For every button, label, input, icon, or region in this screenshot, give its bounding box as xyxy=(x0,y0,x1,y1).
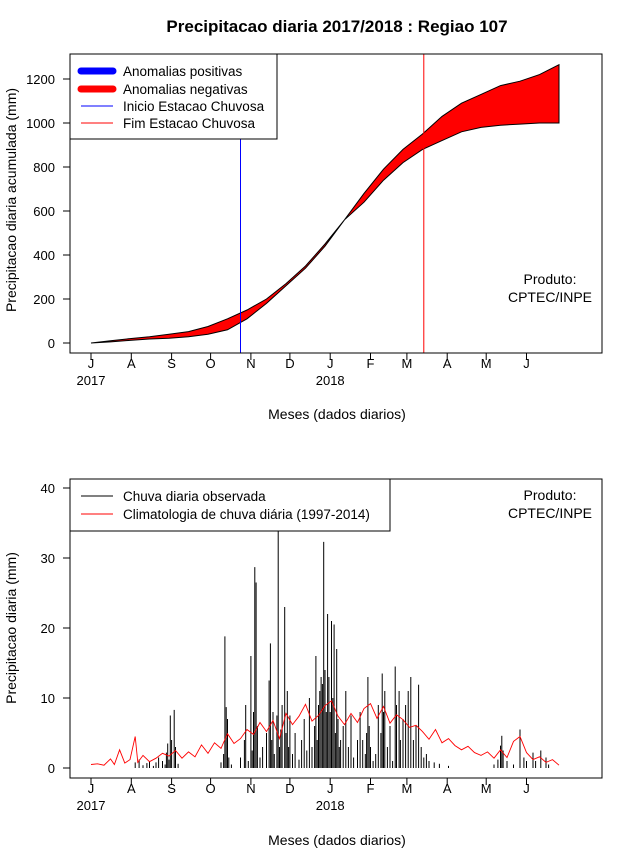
top-x-tick-label-10: M xyxy=(481,356,492,371)
bottom-x-tick-label-4: N xyxy=(246,781,255,796)
anomaly-band xyxy=(90,63,560,344)
y-axis-label-top: Precipitacao diaria acumulada (mm) xyxy=(3,88,19,312)
top-y-tick-label-6: 1200 xyxy=(26,72,55,87)
legend-top: Anomalias positivas Anomalias negativas … xyxy=(69,53,278,140)
top-y-tick-label-2: 400 xyxy=(33,248,55,263)
bottom-year-label-0: 2017 xyxy=(77,798,106,813)
observed-bars xyxy=(134,531,550,768)
bottom-x-tick-label-11: J xyxy=(523,781,530,796)
top-x-tick-label-4: N xyxy=(246,356,255,371)
bottom-y-tick-label-3: 30 xyxy=(41,551,55,566)
top-x-tick-label-8: M xyxy=(401,356,412,371)
bottom-x-tick-label-2: S xyxy=(167,781,176,796)
x-axis-top: J A S O N D J F M A M J 2017 2018 xyxy=(77,352,530,388)
credit-line-1-bottom: Produto: xyxy=(524,487,577,503)
top-y-tick-label-3: 600 xyxy=(33,204,55,219)
bottom-x-tick-label-0: J xyxy=(88,781,95,796)
x-axis-bottom: J A S O N D J F M A M J 2017 2018 xyxy=(77,777,530,813)
top-y-tick-label-4: 800 xyxy=(33,160,55,175)
top-y-tick-label-1: 200 xyxy=(33,292,55,307)
bottom-x-tick-label-5: D xyxy=(285,781,294,796)
chart-title: Precipitacao diaria 2017/2018 : Regiao 1… xyxy=(166,17,507,36)
accumulated-panel: 0 200 400 600 800 1000 1200 J A S O N D J F M A M J 2017 20… xyxy=(3,53,603,422)
bottom-x-tick-label-10: M xyxy=(481,781,492,796)
x-axis-label-top: Meses (dados diarios) xyxy=(268,406,406,422)
top-y-tick-label-0: 0 xyxy=(48,336,55,351)
bottom-y-tick-label-1: 10 xyxy=(41,691,55,706)
bottom-y-tick-label-4: 40 xyxy=(41,481,55,496)
top-x-tick-label-0: J xyxy=(88,356,95,371)
bottom-x-tick-label-6: J xyxy=(327,781,334,796)
bottom-year-label-1: 2018 xyxy=(316,798,345,813)
x-axis-label-bottom: Meses (dados diarios) xyxy=(268,832,406,848)
top-x-tick-label-5: D xyxy=(285,356,294,371)
legend-label-positive: Anomalias positivas xyxy=(123,64,243,79)
bottom-x-tick-label-9: A xyxy=(443,781,452,796)
legend-label-observed: Chuva diaria observada xyxy=(123,489,266,504)
bottom-x-tick-label-3: O xyxy=(206,781,216,796)
top-x-tick-label-6: J xyxy=(327,356,334,371)
credit-line-2: CPTEC/INPE xyxy=(508,289,592,305)
bottom-x-tick-label-7: F xyxy=(367,781,375,796)
y-axis-label-bottom: Precipitacao diaria (mm) xyxy=(3,552,19,704)
top-x-tick-label-7: F xyxy=(367,356,375,371)
top-year-label-0: 2017 xyxy=(77,373,106,388)
bottom-x-tick-label-8: M xyxy=(401,781,412,796)
top-year-label-1: 2018 xyxy=(316,373,345,388)
daily-panel: 0 10 20 30 40 J A S O N D J F M A M J 2017 2018 Precipita… xyxy=(3,478,603,848)
legend-box-bottom xyxy=(69,478,391,532)
climatology-line xyxy=(90,700,560,766)
negative-anomaly-area xyxy=(90,63,560,344)
top-x-tick-label-9: A xyxy=(443,356,452,371)
legend-label-start: Inicio Estacao Chuvosa xyxy=(123,99,265,114)
legend-label-negative: Anomalias negativas xyxy=(123,82,248,97)
legend-label-climatology: Climatologia de chuva diária (1997-2014) xyxy=(123,507,370,522)
credit-line-1: Produto: xyxy=(524,271,577,287)
bottom-y-tick-label-2: 20 xyxy=(41,621,55,636)
bottom-y-tick-label-0: 0 xyxy=(48,761,55,776)
credit-line-2-bottom: CPTEC/INPE xyxy=(508,505,592,521)
legend-label-end: Fim Estacao Chuvosa xyxy=(123,116,256,131)
legend-bottom: Chuva diaria observada Climatologia de c… xyxy=(69,478,391,532)
top-y-tick-label-5: 1000 xyxy=(26,116,55,131)
top-x-tick-label-11: J xyxy=(523,356,530,371)
y-axis-bottom: 0 10 20 30 40 xyxy=(41,481,71,776)
top-x-tick-label-1: A xyxy=(127,356,136,371)
y-axis-top: 0 200 400 600 800 1000 1200 xyxy=(26,72,71,351)
top-x-tick-label-2: S xyxy=(167,356,176,371)
top-x-tick-label-3: O xyxy=(206,356,216,371)
bottom-x-tick-label-1: A xyxy=(127,781,136,796)
